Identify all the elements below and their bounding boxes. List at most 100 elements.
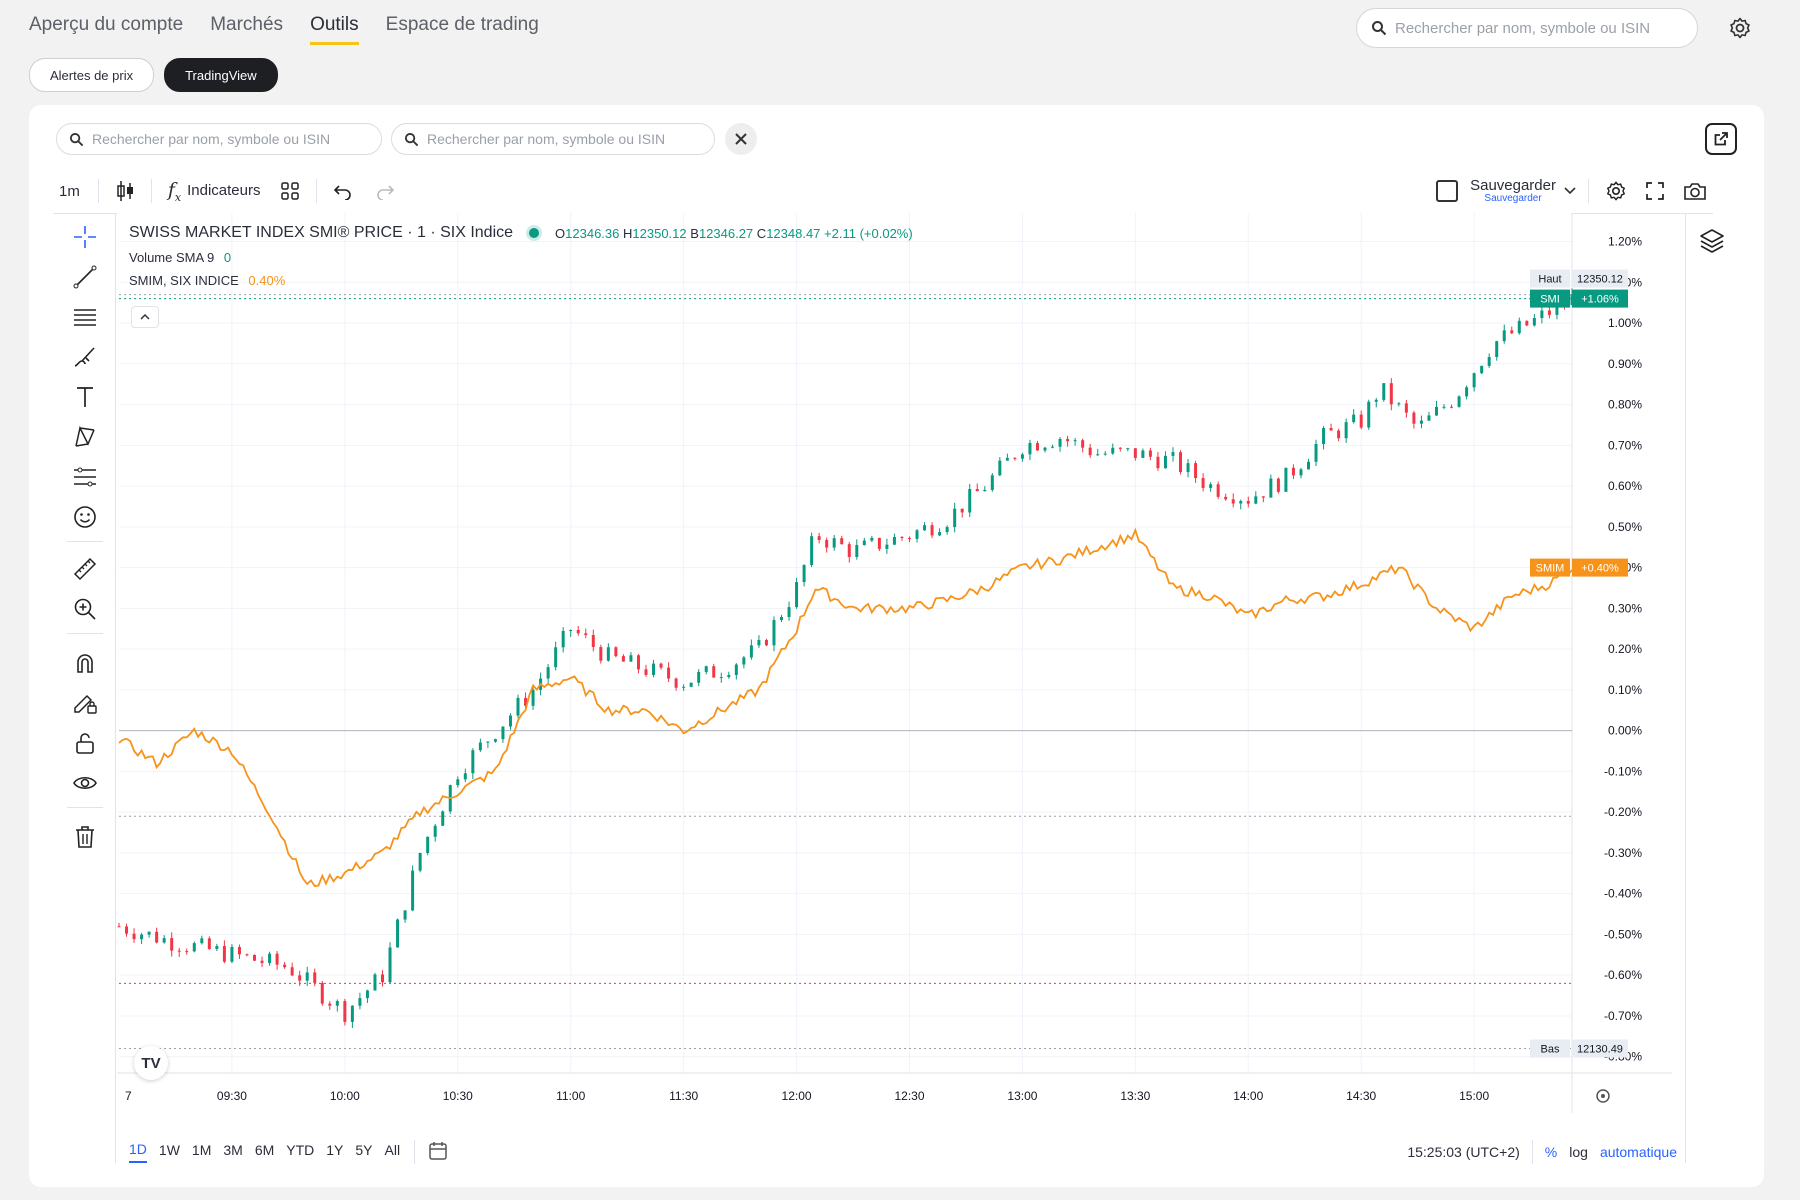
- x-tick-label: 7: [125, 1089, 132, 1103]
- crosshair-tool[interactable]: [71, 223, 99, 251]
- candle-body: [207, 938, 211, 949]
- tab-tradingview[interactable]: TradingView: [164, 58, 278, 92]
- y-tick-label: 0.90%: [1608, 357, 1642, 371]
- candle-body: [1314, 444, 1318, 462]
- magnet-tool[interactable]: [71, 649, 99, 677]
- price-chart[interactable]: 1.20%1.10%1.00%0.90%0.80%0.70%0.60%0.50%…: [117, 213, 1716, 1113]
- measure-tool[interactable]: [71, 555, 99, 583]
- symbol-search-input-1[interactable]: [90, 130, 381, 148]
- candle-body: [1480, 365, 1484, 374]
- log-scale-toggle[interactable]: log: [1569, 1144, 1588, 1160]
- trash-icon: [76, 826, 94, 848]
- candle-body: [365, 990, 369, 999]
- candle-body: [900, 537, 904, 539]
- redo-button[interactable]: [375, 182, 395, 200]
- close-compare-button[interactable]: [725, 123, 757, 155]
- candle-body: [1088, 447, 1092, 456]
- candle-body: [411, 870, 415, 911]
- nav-markets[interactable]: Marchés: [210, 14, 284, 35]
- candle-body: [335, 1001, 339, 1006]
- x-tick-label: 14:00: [1233, 1089, 1263, 1103]
- nav-account-overview[interactable]: Aperçu du compte: [29, 14, 184, 35]
- candle-body: [1020, 454, 1024, 459]
- top-search-input[interactable]: [1393, 18, 1697, 38]
- settings-gear-icon[interactable]: [1728, 16, 1752, 40]
- candle-body: [817, 536, 821, 540]
- candles-icon: [117, 181, 133, 201]
- object-tree-button[interactable]: [1698, 227, 1726, 255]
- candle-type-button[interactable]: [115, 180, 135, 202]
- range-5y[interactable]: 5Y: [355, 1142, 373, 1158]
- clock-display[interactable]: 15:25:03 (UTC+2): [1407, 1144, 1520, 1160]
- candle-body: [418, 853, 422, 871]
- grid-layout-icon: [281, 182, 300, 200]
- range-1d[interactable]: 1D: [129, 1141, 147, 1163]
- range-ytd[interactable]: YTD: [286, 1142, 315, 1158]
- legend-collapse-button[interactable]: [131, 306, 159, 328]
- indicators-button[interactable]: fx Indicateurs: [168, 179, 261, 204]
- tradingview-logo[interactable]: TV: [134, 1046, 168, 1080]
- delete-tool[interactable]: [71, 823, 99, 851]
- candle-body: [975, 489, 979, 492]
- tools-tabs: Alertes de prix TradingView: [29, 58, 278, 92]
- candle-body: [1510, 330, 1514, 334]
- low-price-tag: Bas 12130.49: [1530, 1039, 1628, 1058]
- fib-tool[interactable]: [71, 303, 99, 331]
- undo-button[interactable]: [333, 182, 353, 200]
- range-1y[interactable]: 1Y: [326, 1142, 344, 1158]
- lock-tool[interactable]: [71, 729, 99, 757]
- zoom-tool[interactable]: [71, 595, 99, 623]
- candle-body: [222, 945, 226, 962]
- emoji-tool[interactable]: [71, 503, 99, 531]
- candle-body: [1532, 318, 1536, 326]
- save-dropdown[interactable]: [1564, 187, 1576, 195]
- candle-body: [1540, 310, 1544, 319]
- tab-price-alerts[interactable]: Alertes de prix: [29, 58, 155, 92]
- unlock-icon: [76, 733, 94, 754]
- candle-body: [697, 671, 701, 683]
- interval-button[interactable]: 1m: [59, 182, 80, 200]
- percent-scale-toggle[interactable]: %: [1544, 1144, 1558, 1160]
- compare-symbol-value: 0.40%: [248, 273, 286, 288]
- symbol-search-box-2: [391, 123, 715, 155]
- pattern-tool[interactable]: [71, 423, 99, 451]
- nav-trading-space[interactable]: Espace de trading: [385, 14, 539, 35]
- candle-body: [561, 630, 565, 648]
- text-tool[interactable]: [71, 383, 99, 411]
- range-1w[interactable]: 1W: [158, 1142, 180, 1158]
- fullscreen-button[interactable]: [1645, 181, 1665, 201]
- candle-body: [1005, 457, 1009, 461]
- chart-settings-button[interactable]: [1605, 180, 1627, 202]
- hide-drawings-tool[interactable]: [71, 769, 99, 797]
- save-checkbox[interactable]: [1436, 180, 1459, 202]
- trend-line-tool[interactable]: [71, 263, 99, 291]
- brush-tool[interactable]: [71, 343, 99, 371]
- range-all[interactable]: All: [384, 1142, 401, 1158]
- save-button[interactable]: Sauvegarder Sauvegarder: [1470, 178, 1556, 204]
- y-tick-label: -0.10%: [1604, 764, 1642, 778]
- auto-scale-toggle[interactable]: automatique: [1599, 1144, 1677, 1160]
- smim-price-tag: SMIM +0.40%: [1530, 558, 1628, 577]
- symbol-search-input-2[interactable]: [425, 130, 714, 148]
- candle-body: [185, 951, 189, 953]
- compare-symbol-label: SMIM, SIX INDICE: [129, 273, 239, 288]
- candle-body: [493, 739, 497, 742]
- layout-templates-button[interactable]: [280, 181, 300, 201]
- range-1m[interactable]: 1M: [191, 1142, 212, 1158]
- range-6m[interactable]: 6M: [254, 1142, 275, 1158]
- snapshot-button[interactable]: [1683, 181, 1707, 201]
- candle-body: [328, 1003, 332, 1006]
- y-tick-label: 0.20%: [1608, 642, 1642, 656]
- candle-body: [456, 779, 460, 786]
- candle-body: [644, 669, 648, 675]
- prediction-tool[interactable]: [71, 463, 99, 491]
- popout-button[interactable]: [1705, 123, 1737, 155]
- candle-body: [930, 525, 934, 536]
- go-to-date-button[interactable]: [427, 1140, 449, 1165]
- nav-tools[interactable]: Outils: [310, 14, 359, 45]
- range-3m[interactable]: 3M: [223, 1142, 243, 1158]
- lock-drawings-tool[interactable]: [71, 689, 99, 717]
- candle-body: [689, 682, 693, 687]
- candle-body: [1133, 448, 1137, 458]
- change-value: +2.11 (+0.02%): [824, 225, 913, 241]
